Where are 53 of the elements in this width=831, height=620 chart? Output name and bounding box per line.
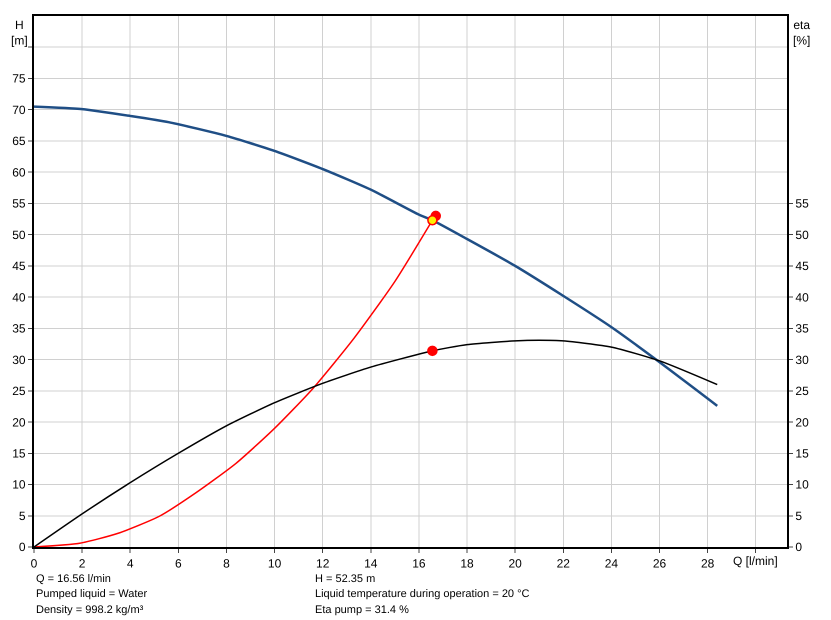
y-tick-label: 35 (12, 322, 26, 336)
y2-tick-label: 35 (795, 322, 810, 336)
y-tick-label: 20 (12, 415, 26, 430)
y2-tick-label: 15 (795, 446, 810, 460)
x-tick-label: 6 (175, 556, 182, 570)
x-tick-label: 0 (30, 556, 38, 570)
y-tick-label: 75 (12, 72, 26, 86)
text: Density = 998.2 kg/m³ (36, 604, 144, 616)
x-axis-title: Q [l/min] (733, 554, 778, 568)
y-tick-label: 65 (12, 134, 26, 148)
line-series (34, 105, 718, 408)
x-tick-label: 18 (460, 556, 474, 570)
y2-tick-label: 10 (795, 478, 810, 492)
y-tick-label: 45 (12, 259, 26, 274)
x-tick-label: 26 (652, 556, 666, 570)
y-tick-label: 25 (12, 384, 26, 398)
y2-tick-label: 25 (795, 384, 810, 398)
y-tick-label: 5 (18, 508, 26, 523)
x-tick-label: 24 (604, 556, 618, 570)
y-tick-label: 40 (12, 290, 26, 304)
y-tick-label: 60 (12, 165, 26, 180)
x-tick-label: 8 (223, 556, 230, 570)
x-tick-label: 20 (508, 556, 522, 570)
y-tick-label: 55 (12, 196, 26, 211)
y2-tick-label: 0 (795, 540, 802, 554)
x-tick-label: 2 (78, 556, 86, 570)
y-tick-label: 15 (12, 446, 26, 460)
y-tick-label: 0 (18, 540, 26, 554)
y2-tick-label: 20 (795, 415, 810, 430)
text: Eta pump = 31.4 % (315, 604, 410, 616)
x-tick-label: 12 (316, 556, 330, 570)
y2-axis-title: eta [%] (793, 18, 810, 48)
x-tick-label: 14 (364, 556, 378, 570)
y-axis-title: H [m] (11, 18, 28, 48)
x-tick-label: 22 (556, 556, 570, 570)
y2-tick-label: 5 (795, 508, 802, 523)
text: Q = 16.56 l/min (36, 573, 111, 585)
x-tick-label: 16 (412, 556, 426, 570)
text: Liquid temperature during operation = 20 °C (315, 588, 530, 600)
x-tick-label: 28 (700, 556, 715, 570)
text: Pumped liquid = Water (36, 588, 148, 600)
x-tick-label: 4 (126, 556, 134, 570)
y-tick-label: 70 (12, 102, 26, 117)
y2-tick-label: 50 (795, 228, 810, 242)
y2-tick-label: 45 (795, 259, 810, 274)
y-tick-label: 30 (12, 352, 26, 367)
y-tick-label: 50 (12, 228, 26, 242)
y2-tick-label: 40 (795, 290, 810, 304)
text: H = 52.35 m (315, 573, 376, 585)
x-tick-label: 10 (268, 556, 282, 570)
y2-tick-label: 30 (795, 352, 810, 367)
y-tick-label: 10 (12, 478, 26, 492)
y2-tick-label: 55 (795, 196, 810, 211)
